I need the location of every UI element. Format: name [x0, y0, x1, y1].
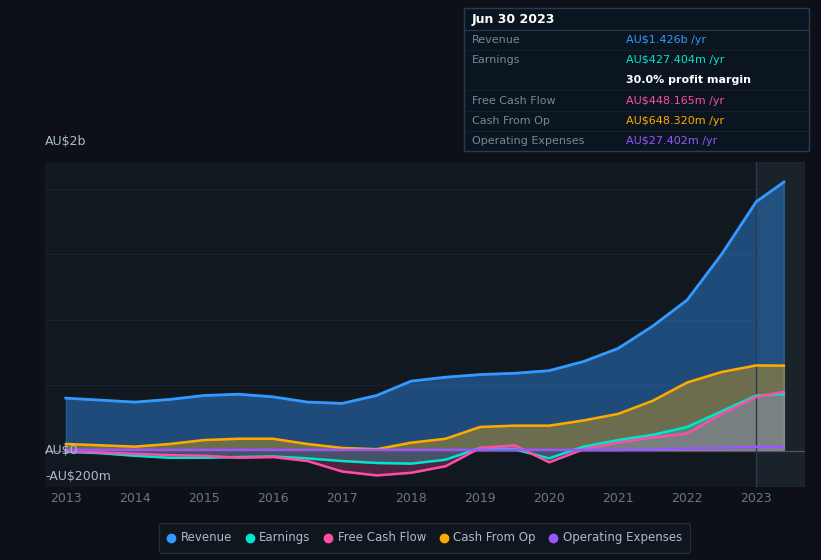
Text: 30.0% profit margin: 30.0% profit margin: [626, 75, 751, 85]
Text: AU$427.404m /yr: AU$427.404m /yr: [626, 55, 724, 65]
Text: -AU$200m: -AU$200m: [45, 470, 111, 483]
Text: Jun 30 2023: Jun 30 2023: [472, 12, 556, 26]
Text: AU$0: AU$0: [45, 444, 79, 457]
Text: Free Cash Flow: Free Cash Flow: [472, 96, 556, 106]
Text: AU$2b: AU$2b: [45, 136, 86, 148]
Text: AU$27.402m /yr: AU$27.402m /yr: [626, 136, 718, 146]
Legend: Revenue, Earnings, Free Cash Flow, Cash From Op, Operating Expenses: Revenue, Earnings, Free Cash Flow, Cash …: [159, 523, 690, 553]
Text: Operating Expenses: Operating Expenses: [472, 136, 585, 146]
Text: AU$648.320m /yr: AU$648.320m /yr: [626, 116, 724, 126]
Text: Revenue: Revenue: [472, 35, 521, 45]
Text: Cash From Op: Cash From Op: [472, 116, 550, 126]
Bar: [756, 162, 805, 487]
Text: Earnings: Earnings: [472, 55, 521, 65]
Text: AU$448.165m /yr: AU$448.165m /yr: [626, 96, 724, 106]
Text: AU$1.426b /yr: AU$1.426b /yr: [626, 35, 706, 45]
